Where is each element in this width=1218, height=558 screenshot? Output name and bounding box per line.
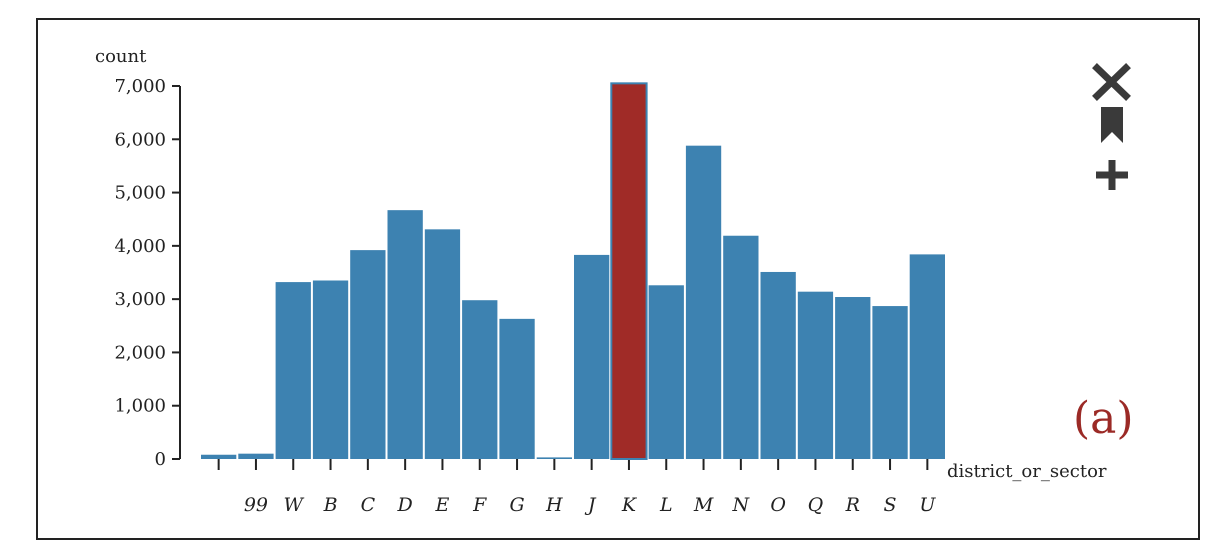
bar-S[interactable] bbox=[872, 306, 908, 459]
bar-R[interactable] bbox=[835, 297, 871, 459]
bar-O[interactable] bbox=[760, 271, 796, 459]
x-axis-label: district_or_sector bbox=[947, 461, 1107, 482]
x-tick-label: L bbox=[659, 494, 673, 516]
bar-M[interactable] bbox=[685, 145, 722, 459]
x-tick-label: U bbox=[919, 494, 936, 516]
bar-L[interactable] bbox=[648, 285, 684, 459]
bar-C[interactable] bbox=[350, 250, 386, 459]
x-tick-label: C bbox=[361, 494, 376, 516]
x-tick-label: W bbox=[283, 494, 304, 516]
bar-N[interactable] bbox=[723, 235, 759, 459]
x-tick-label: 99 bbox=[244, 494, 268, 516]
bar-D[interactable] bbox=[387, 210, 423, 459]
bar-B[interactable] bbox=[312, 280, 349, 459]
y-axis-label: count bbox=[95, 46, 147, 67]
bar-F[interactable] bbox=[462, 300, 498, 459]
x-tick-label: M bbox=[693, 494, 714, 516]
bookmark-icon[interactable] bbox=[1101, 107, 1123, 143]
x-tick-label: N bbox=[732, 494, 751, 516]
x-axis: 99 W B C D E F G H J K L M N O Q R S U bbox=[217, 459, 936, 516]
x-tick-label: Q bbox=[808, 494, 824, 516]
x-tick-label: F bbox=[472, 494, 487, 516]
bar-J[interactable] bbox=[574, 254, 610, 459]
bar-W[interactable] bbox=[275, 282, 311, 459]
y-tick-label: 0 bbox=[155, 449, 166, 470]
y-tick-label: 6,000 bbox=[114, 129, 166, 150]
panel-label: (a) bbox=[1073, 393, 1134, 444]
y-tick-label: 1,000 bbox=[114, 396, 166, 417]
bar-H[interactable] bbox=[536, 457, 572, 459]
x-tick-label: G bbox=[509, 494, 524, 516]
y-axis: 0 1,000 2,000 3,000 4,000 5,000 6,000 7,000 bbox=[114, 76, 181, 470]
x-tick-label: E bbox=[435, 494, 450, 516]
bar-unlabeled[interactable] bbox=[201, 454, 237, 459]
bar-G[interactable] bbox=[499, 318, 535, 459]
x-tick-label: J bbox=[584, 494, 597, 516]
x-tick-label: O bbox=[770, 494, 786, 516]
x-tick-label: R bbox=[845, 494, 860, 516]
bars bbox=[201, 82, 945, 460]
y-tick-label: 3,000 bbox=[114, 289, 166, 310]
bar-E[interactable] bbox=[424, 229, 461, 459]
y-tick-label: 7,000 bbox=[114, 76, 166, 97]
x-tick-label: H bbox=[545, 494, 563, 516]
x-tick-label: S bbox=[884, 494, 897, 516]
close-icon[interactable] bbox=[1092, 63, 1131, 101]
y-tick-label: 2,000 bbox=[114, 342, 166, 363]
add-icon[interactable] bbox=[1096, 160, 1128, 190]
bar-U[interactable] bbox=[909, 254, 945, 459]
x-tick-label: K bbox=[621, 494, 638, 516]
x-tick-label: B bbox=[323, 494, 338, 516]
bar-99[interactable] bbox=[238, 453, 274, 459]
bar-Q[interactable] bbox=[797, 291, 834, 459]
y-tick-label: 5,000 bbox=[114, 183, 166, 204]
x-tick-label: D bbox=[397, 494, 413, 516]
bar-K[interactable] bbox=[610, 82, 648, 460]
y-tick-label: 4,000 bbox=[114, 236, 166, 257]
